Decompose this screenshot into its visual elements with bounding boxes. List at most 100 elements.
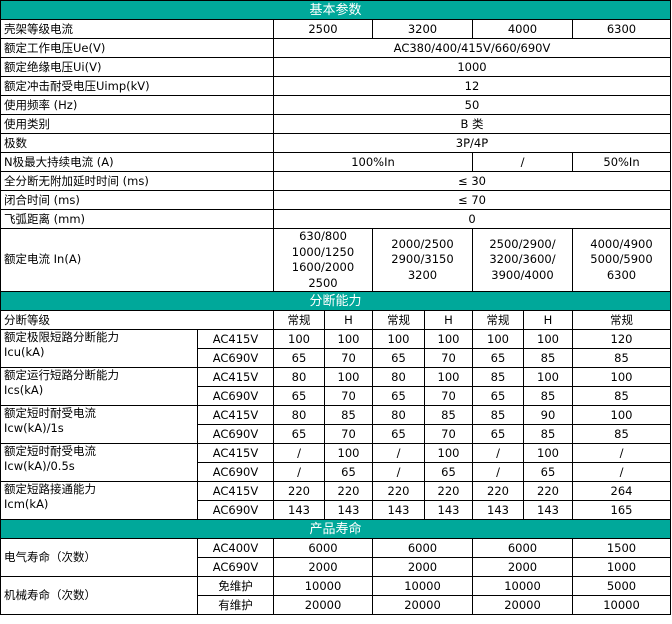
cell-line: 630/800 bbox=[299, 229, 347, 244]
section-title: 分断能力 bbox=[0, 291, 671, 311]
breaking-value: / bbox=[273, 443, 325, 463]
param-row: 全分断无附加延时时间 (ms) ≤ 30 bbox=[0, 171, 671, 191]
life-value: 6000 bbox=[472, 538, 573, 558]
param-row: 使用类别 B 类 bbox=[0, 114, 671, 134]
group-label: 电气寿命（次数） bbox=[0, 538, 198, 577]
voltage-label: AC690V bbox=[197, 424, 274, 444]
row-label: 飞弧距离 (mm) bbox=[0, 209, 274, 229]
group-label: 额定运行短路分断能力 Ics(kA) bbox=[0, 367, 198, 406]
param-row: 使用频率 (Hz) 50 bbox=[0, 95, 671, 115]
breaking-value: / bbox=[472, 443, 524, 463]
breaking-value: 264 bbox=[572, 481, 671, 501]
breaking-value: 85 bbox=[324, 405, 373, 425]
param-row: 闭合时间 (ms) ≤ 70 bbox=[0, 190, 671, 210]
voltage-label: AC415V bbox=[197, 367, 274, 387]
breaking-value: 100 bbox=[523, 367, 573, 387]
row-label: 额定电流 In(A) bbox=[0, 228, 274, 292]
breaking-value: 100 bbox=[472, 329, 524, 349]
row-label: 额定工作电压Ue(V) bbox=[0, 38, 274, 58]
life-value: 1000 bbox=[572, 557, 671, 577]
cell-line: Icu(kA) bbox=[4, 345, 45, 359]
cell-line: 额定短时耐受电流 bbox=[4, 444, 96, 459]
breaking-value: 70 bbox=[324, 424, 373, 444]
breaking-value: 65 bbox=[372, 348, 425, 368]
frame-value: 6300 bbox=[572, 19, 671, 39]
frame-row: 壳架等级电流 2500 3200 4000 6300 bbox=[0, 19, 671, 39]
frame-value: 2500 bbox=[273, 19, 373, 39]
row-label: 壳架等级电流 bbox=[0, 19, 274, 39]
group-label: 额定极限短路分断能力 Icu(kA) bbox=[0, 329, 198, 368]
breaking-value: 85 bbox=[572, 386, 671, 406]
breaking-value: / bbox=[372, 443, 425, 463]
life-row: 电气寿命（次数） AC400V 6000 6000 6000 1500 bbox=[0, 538, 671, 577]
breaking-row: AC690V 65 70 65 70 65 85 85 bbox=[1, 424, 671, 444]
breaking-row: 额定极限短路分断能力 Icu(kA) AC415V 100 100 100 100 100 10… bbox=[0, 329, 671, 368]
group-label: 机械寿命（次数） bbox=[0, 576, 198, 615]
voltage-label: AC690V bbox=[197, 386, 274, 406]
grade-label: H bbox=[324, 310, 373, 330]
breaking-value: 80 bbox=[372, 405, 425, 425]
breaking-value: 70 bbox=[424, 424, 473, 444]
breaking-value: 220 bbox=[523, 481, 573, 501]
breaking-value: / bbox=[273, 462, 325, 482]
voltage-label: AC415V bbox=[197, 329, 274, 349]
breaking-value: 220 bbox=[372, 481, 425, 501]
life-value: 10000 bbox=[273, 576, 373, 596]
breaking-value: 220 bbox=[324, 481, 373, 501]
breaking-value: 143 bbox=[273, 500, 325, 520]
group-label: 额定短时耐受电流 Icw(kA)/0.5s bbox=[0, 443, 198, 482]
cell-line: 额定短路接通能力 bbox=[4, 482, 96, 497]
breaking-row: AC690V 65 70 65 70 65 85 85 bbox=[1, 386, 671, 406]
breaking-value: 85 bbox=[523, 424, 573, 444]
param-row: N极最大持续电流 (A) 100%In/50%In bbox=[0, 152, 671, 172]
grade-label: 常规 bbox=[472, 310, 524, 330]
breaking-value: 85 bbox=[523, 348, 573, 368]
cell-line: 3200 bbox=[407, 267, 438, 282]
breaking-value: 100 bbox=[424, 443, 473, 463]
param-value: AC380/400/415V/660/690V bbox=[273, 38, 671, 58]
cell-line: 6300 bbox=[606, 267, 637, 282]
voltage-label: AC690V bbox=[197, 462, 274, 482]
param-row: 额定冲击耐受电压Uimp(kV) 12 bbox=[0, 76, 671, 96]
breaking-value: 143 bbox=[324, 500, 373, 520]
breaking-value: / bbox=[572, 462, 671, 482]
life-row: 机械寿命（次数） 免维护 10000 10000 10000 5000 bbox=[0, 576, 671, 615]
breaking-value: 100 bbox=[424, 329, 473, 349]
param-value: 3P/4P bbox=[273, 133, 671, 153]
grade-label: 常规 bbox=[372, 310, 425, 330]
breaking-row: 额定短时耐受电流 Icw(kA)/0.5s AC415V/100/100/100/ bbox=[0, 443, 671, 482]
breaking-value: / bbox=[472, 462, 524, 482]
cell-line: 2000/2500 bbox=[391, 236, 454, 251]
breaking-value: 65 bbox=[372, 424, 425, 444]
condition-label: AC400V bbox=[197, 538, 274, 558]
cell-line: 4000/4900 bbox=[590, 236, 653, 251]
life-value: 2000 bbox=[372, 557, 473, 577]
row-label: 使用频率 (Hz) bbox=[0, 95, 274, 115]
breaking-value: 80 bbox=[273, 367, 325, 387]
breaking-value: 85 bbox=[523, 386, 573, 406]
section-title: 基本参数 bbox=[0, 0, 671, 20]
breaking-value: 65 bbox=[372, 386, 425, 406]
param-row: 额定绝缘电压Ui(V) 1000 bbox=[0, 57, 671, 77]
breaking-value: 65 bbox=[472, 386, 524, 406]
breaking-value: 100 bbox=[324, 367, 373, 387]
rated-current-value: 2500/2900/3200/3600/3900/4000 bbox=[472, 228, 573, 292]
breaking-value: 65 bbox=[523, 462, 573, 482]
breaking-value: 65 bbox=[273, 386, 325, 406]
cell-line: 额定短时耐受电流 bbox=[4, 406, 96, 421]
param-value: 50%In bbox=[572, 152, 671, 172]
row-label: 全分断无附加延时时间 (ms) bbox=[0, 171, 274, 191]
breaking-value: 65 bbox=[273, 348, 325, 368]
breaking-row: AC690V/65/65/65/ bbox=[1, 462, 671, 482]
life-value: 10000 bbox=[572, 595, 671, 615]
life-value: 6000 bbox=[372, 538, 473, 558]
breaking-value: 143 bbox=[472, 500, 524, 520]
breaking-value: 100 bbox=[523, 329, 573, 349]
breaking-value: 65 bbox=[273, 424, 325, 444]
rated-current-value: 4000/4900 5000/5900 6300 bbox=[572, 228, 671, 292]
condition-label: 有维护 bbox=[197, 595, 274, 615]
param-value: 100%In bbox=[273, 152, 473, 172]
breaking-value: 85 bbox=[572, 424, 671, 444]
breaking-value: 70 bbox=[324, 386, 373, 406]
breaking-value: 143 bbox=[372, 500, 425, 520]
